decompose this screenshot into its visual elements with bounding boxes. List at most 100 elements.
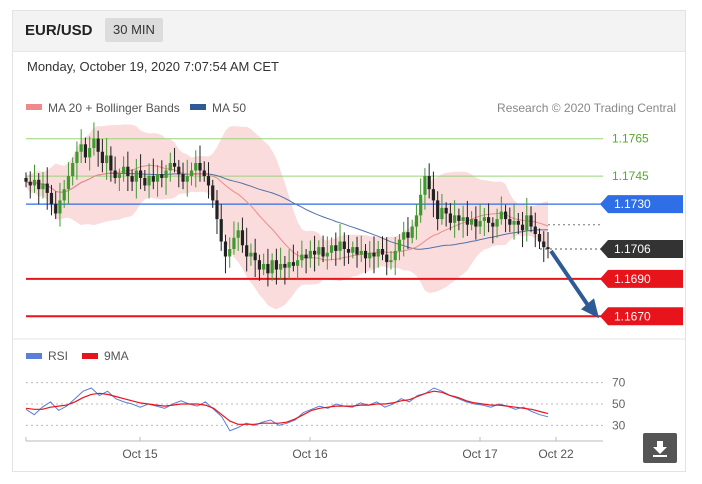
candle-body (58, 200, 62, 214)
candle-body (448, 213, 452, 223)
candle-body (143, 177, 147, 186)
rsi-tick-label: 50 (612, 397, 626, 411)
level-tag-1.1730 (600, 195, 683, 214)
candle-body (219, 219, 223, 242)
candle-body (419, 194, 423, 216)
candle-body (262, 263, 266, 270)
moving-averages (25, 164, 549, 261)
candle-body (478, 220, 482, 227)
candle-body (49, 192, 54, 205)
candle-body (410, 226, 414, 238)
candle-body (211, 185, 215, 201)
ma20-legend-swatch (26, 104, 42, 110)
candle-body (453, 215, 457, 223)
candle-body (274, 260, 278, 270)
download-icon (653, 441, 667, 457)
candle-body (508, 219, 512, 225)
candle-body (533, 226, 537, 235)
candle-body (32, 179, 37, 186)
rsi-ma-legend-swatch (82, 353, 98, 359)
candle-body (296, 260, 300, 266)
chart-card: EUR/USD 30 MIN Monday, October 19, 2020 … (12, 10, 686, 472)
candle-body (470, 219, 474, 225)
candle-body (542, 241, 546, 248)
candle-body (334, 245, 338, 251)
candle-body (427, 176, 431, 190)
candle-body (206, 176, 211, 186)
candle-body (346, 249, 351, 253)
bollinger-band-area (26, 124, 548, 310)
ma50-line (25, 172, 549, 250)
candle-body (537, 234, 542, 242)
candle-body (397, 239, 402, 251)
candle-body (92, 138, 96, 149)
candle-body (304, 254, 308, 259)
timeframe-badge[interactable]: 30 MIN (105, 18, 163, 42)
candle-body (312, 250, 317, 255)
candle-body (516, 220, 520, 225)
candle-body (393, 250, 397, 261)
bollinger-bands (26, 124, 548, 310)
candle-body (325, 252, 329, 257)
ma50-legend-swatch (190, 104, 206, 110)
time-axis: Oct 15 Oct 16 Oct 17 Oct 22 (25, 437, 603, 461)
candle-body (414, 215, 419, 227)
candle-body (100, 151, 104, 163)
candle-body (88, 148, 92, 158)
candle-body (499, 211, 503, 220)
candle-body (342, 241, 346, 249)
candle-body (279, 263, 283, 270)
time-tick-label: Oct 22 (538, 447, 574, 461)
candle-body (546, 247, 550, 249)
candle-body (461, 217, 465, 221)
level-label-1.1765: 1.1765 (612, 132, 649, 146)
download-button[interactable] (643, 433, 677, 463)
level-tag-1.1690 (600, 269, 683, 288)
candle-body (105, 155, 109, 163)
candle-body (109, 155, 113, 171)
candle-body (155, 174, 160, 182)
candle-body (130, 176, 134, 182)
candle-body (512, 220, 516, 225)
candle-body (525, 215, 529, 231)
candle-body (321, 247, 325, 257)
candle-body (338, 241, 342, 251)
candle-body (368, 252, 372, 259)
candle-body (24, 177, 28, 182)
candle-body (287, 262, 291, 268)
candle-body (431, 189, 436, 201)
candle-body (138, 170, 143, 178)
forecast-arrow (549, 249, 599, 319)
source-credit: Research © 2020 Trading Central (497, 101, 676, 115)
candle-body (385, 254, 389, 263)
chart-header: EUR/USD 30 MIN (13, 11, 685, 52)
candle-body (134, 170, 138, 182)
level-label-1.1690: 1.1690 (614, 272, 651, 286)
candle-body (96, 138, 100, 152)
ma20-line (25, 164, 549, 261)
candle-body (75, 151, 79, 163)
candle-body (300, 254, 304, 261)
candle-body (79, 144, 83, 152)
candle-body (160, 174, 164, 178)
candle-body (71, 163, 75, 177)
candle-body (317, 247, 321, 255)
candle-body (232, 237, 236, 249)
candle-body (245, 245, 249, 257)
rsi-ma-line (25, 390, 549, 425)
candle-body (117, 174, 121, 178)
level-label-1.1670: 1.1670 (614, 309, 651, 323)
candle-body (147, 176, 151, 186)
candlesticks (24, 122, 550, 287)
candle-body (236, 230, 240, 238)
candle-body (495, 219, 499, 227)
candle-body (215, 200, 219, 220)
candle-body (329, 245, 334, 253)
forecast-arrow-shaft (549, 249, 592, 310)
candle-body (126, 166, 130, 177)
candle-body (83, 144, 88, 158)
instrument-label: EUR/USD (25, 22, 93, 39)
time-tick-label: Oct 16 (292, 447, 328, 461)
candle-body (194, 163, 198, 171)
